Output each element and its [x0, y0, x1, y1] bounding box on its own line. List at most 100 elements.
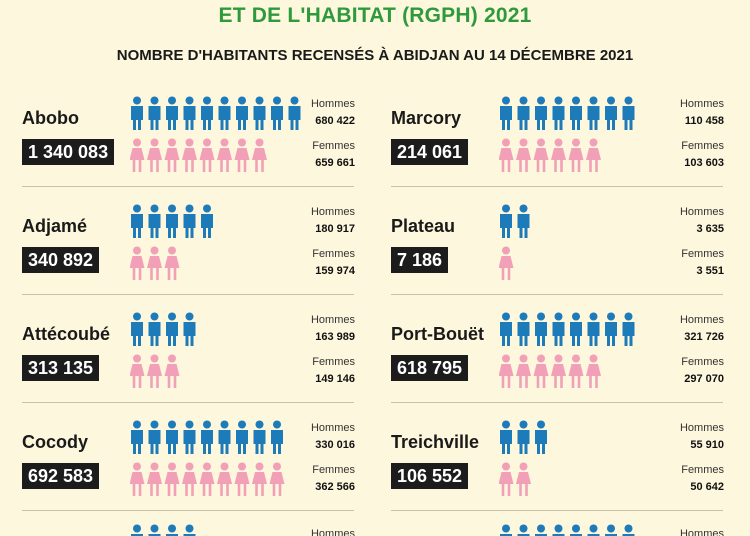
men-icons [130, 312, 320, 348]
man-icon [288, 96, 301, 130]
women-label: Femmes [312, 248, 355, 260]
women-count: 297 070 [684, 373, 724, 385]
man-icon [605, 524, 617, 536]
woman-icon [130, 354, 145, 388]
women-label: Femmes [681, 356, 724, 368]
man-icon [535, 524, 547, 536]
woman-icon [586, 354, 601, 388]
commune-card-partial: Hommes [391, 524, 727, 536]
men-label: Hommes [310, 422, 355, 434]
woman-icon [199, 462, 215, 496]
women-count: 103 603 [684, 157, 724, 169]
man-icon [517, 204, 530, 238]
man-icon [500, 420, 512, 454]
woman-icon [199, 138, 215, 172]
row-divider [391, 402, 723, 403]
women-label: Femmes [681, 248, 724, 260]
man-icon [218, 420, 231, 454]
woman-icon [182, 138, 197, 172]
woman-icon [130, 246, 145, 280]
women-icons [499, 138, 689, 174]
men-count: 330 016 [315, 439, 355, 451]
man-icon [166, 204, 178, 238]
man-icon [535, 420, 547, 454]
man-icon [183, 204, 196, 238]
woman-icon [164, 462, 180, 496]
commune-card: Adjamé 340 892 Hommes 180 917 Femmes 159 974 [22, 202, 358, 310]
commune-name: Abobo [22, 108, 79, 128]
men-icons [499, 524, 689, 536]
women-icons [499, 246, 689, 282]
woman-icon [568, 138, 584, 172]
woman-icon [516, 354, 531, 388]
commune-total: 313 135 [22, 355, 100, 381]
men-icons [130, 96, 320, 132]
man-icon [570, 96, 582, 130]
men-label: Hommes [679, 422, 724, 434]
woman-icon [147, 246, 162, 280]
man-icon [271, 96, 283, 130]
man-icon [587, 524, 600, 536]
men-label: Hommes [679, 206, 724, 218]
man-icon [183, 312, 196, 346]
women-icons [130, 354, 320, 390]
commune-total: 692 583 [22, 463, 100, 489]
women-label: Femmes [681, 464, 724, 476]
man-icon [570, 312, 582, 346]
commune-card: Cocody 692 583 Hommes 330 016 Femmes 362 566 [22, 418, 358, 526]
woman-icon [551, 138, 566, 172]
man-icon [131, 312, 143, 346]
men-icons [499, 420, 689, 456]
woman-icon [164, 138, 180, 172]
man-icon [517, 524, 530, 536]
woman-icon [568, 354, 584, 388]
men-count: 55 910 [690, 439, 724, 451]
man-icon [201, 96, 213, 130]
man-icon [587, 312, 600, 346]
man-icon [517, 420, 530, 454]
page-title: ET DE L'HABITAT (RGPH) 2021 [218, 4, 532, 27]
man-icon [201, 420, 213, 454]
women-label: Femmes [312, 140, 355, 152]
women-icons [499, 354, 689, 390]
man-icon [552, 524, 565, 536]
commune-total: 340 892 [22, 247, 100, 273]
man-icon [253, 96, 266, 130]
men-label: Hommes [679, 314, 724, 326]
woman-icon [164, 354, 180, 388]
man-icon [166, 420, 178, 454]
men-label: Hommes [310, 206, 355, 218]
commune-total: 214 061 [391, 139, 469, 165]
man-icon [148, 420, 161, 454]
men-icons [499, 204, 689, 240]
man-icon [183, 524, 196, 536]
women-label: Femmes [312, 356, 355, 368]
man-icon [517, 96, 530, 130]
women-count: 50 642 [690, 481, 724, 493]
woman-icon [147, 138, 162, 172]
row-divider [391, 186, 723, 187]
woman-icon [586, 138, 601, 172]
commune-card-partial: Hommes [22, 524, 358, 536]
men-label: Hommes [679, 98, 724, 110]
commune-total: 106 552 [391, 463, 469, 489]
men-label: Hommes [310, 314, 355, 326]
woman-icon [182, 462, 197, 496]
woman-icon [499, 354, 514, 388]
man-icon [500, 204, 512, 238]
commune-total: 1 340 083 [22, 139, 115, 165]
man-icon [166, 524, 178, 536]
man-icon [587, 96, 600, 130]
man-icon [622, 312, 635, 346]
row-divider [22, 294, 354, 295]
woman-icon [533, 354, 549, 388]
men-label: Hommes [310, 528, 355, 536]
row-divider [391, 510, 723, 511]
men-icons [499, 96, 689, 132]
man-icon [131, 96, 143, 130]
men-count: 680 422 [315, 115, 355, 127]
men-icons [130, 420, 320, 456]
man-icon [131, 420, 143, 454]
commune-card: Attécoubé 313 135 Hommes 163 989 Femmes 149 1… [22, 310, 358, 418]
